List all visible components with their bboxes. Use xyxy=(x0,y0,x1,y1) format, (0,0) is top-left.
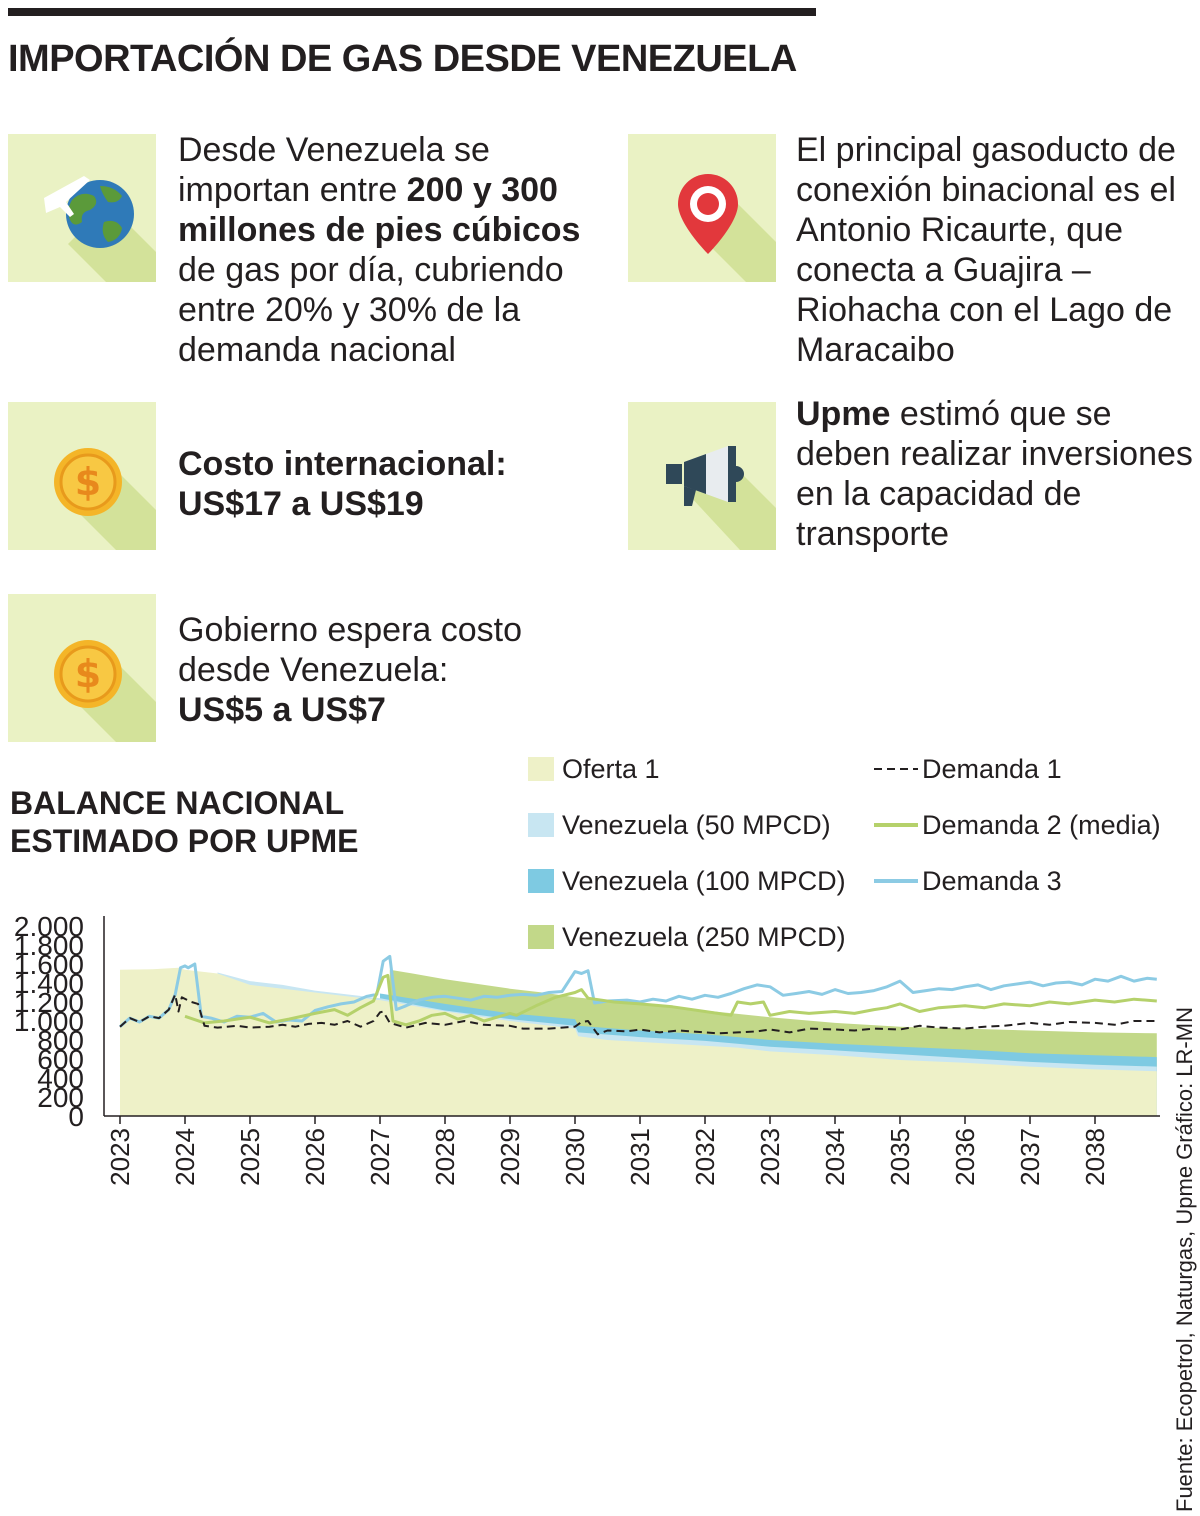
chart-title: BALANCE NACIONAL ESTIMADO POR UPME xyxy=(10,785,359,859)
legend-swatch xyxy=(874,823,918,827)
fact-upme-investment: Upme estimó que se deben realizar invers… xyxy=(796,394,1196,554)
legend-demanda-2: Demanda 2 (media) xyxy=(874,810,1161,840)
legend-label: Demanda 1 xyxy=(922,754,1062,784)
y-tick-label: 1.800 xyxy=(14,930,84,961)
x-tick-label: 2023 xyxy=(105,1128,135,1186)
x-tick-label: 2030 xyxy=(560,1128,590,1186)
y-tick-label: 1.200 xyxy=(14,987,84,1018)
x-tick-label: 2038 xyxy=(1080,1128,1110,1186)
map-pin-icon xyxy=(628,134,776,282)
x-tick-label: 2032 xyxy=(690,1128,720,1186)
fact-highlight: Upme xyxy=(796,395,891,433)
page-title: IMPORTACIÓN DE GAS DESDE VENEZUELA xyxy=(8,38,797,80)
oferta-1-area xyxy=(120,967,1157,1116)
y-tick-label: 2.000 xyxy=(14,911,84,942)
demanda-2-line xyxy=(184,973,1157,1027)
y-tick-label: 1.000 xyxy=(14,1006,84,1037)
legend-oferta-1: Oferta 1 xyxy=(528,754,660,784)
fact-highlight: US$17 a US$19 xyxy=(178,485,424,523)
x-tick-label: 2025 xyxy=(235,1128,265,1186)
legend-label: Demanda 2 (media) xyxy=(922,810,1161,840)
x-tick-label: 2024 xyxy=(170,1128,200,1186)
legend-venezuela-250: Venezuela (250 MPCD) xyxy=(528,922,846,952)
fact-highlight: Costo internacional: xyxy=(178,445,507,483)
legend-label: Oferta 1 xyxy=(562,754,660,784)
fact-text: Gobierno espera costo desde Venezuela: xyxy=(178,611,522,689)
fact-highlight: US$5 a US$7 xyxy=(178,691,386,729)
legend-venezuela-100: Venezuela (100 MPCD) xyxy=(528,866,846,896)
x-tick-label: 2031 xyxy=(625,1128,655,1186)
svg-text:$: $ xyxy=(75,652,101,696)
x-tick-label: 2035 xyxy=(885,1128,915,1186)
fact-gov-cost: Gobierno espera costo desde Venezuela: US… xyxy=(178,610,608,730)
legend-swatch xyxy=(528,813,554,837)
demanda-1-line xyxy=(119,993,1157,1036)
fact-text: Desde Venezuela se importan entre xyxy=(178,131,490,209)
y-tick-label: 1.400 xyxy=(14,968,84,999)
y-tick-label: 0 xyxy=(68,1101,84,1132)
y-tick-label: 600 xyxy=(37,1044,84,1075)
axes: 02004006008001.0001.2001.4001.6001.8002.… xyxy=(14,911,1160,1186)
legend-swatch xyxy=(874,879,918,883)
legend-swatch xyxy=(528,925,554,949)
dollar-coin-icon: $ xyxy=(8,402,156,550)
x-tick-label: 2034 xyxy=(820,1128,850,1186)
legend-demanda-1: Demanda 1 xyxy=(874,754,1062,784)
source-credit: Fuente: Ecopetrol, Naturgas, Upme Gráfic… xyxy=(1172,1007,1197,1512)
legend-label: Venezuela (250 MPCD) xyxy=(562,922,846,952)
fact-pipeline: El principal gasoducto de conexión binac… xyxy=(796,131,1176,369)
x-tick-label: 2037 xyxy=(1015,1128,1045,1186)
legend-label: Venezuela (50 MPCD) xyxy=(562,810,831,840)
legend-label: Demanda 3 xyxy=(922,866,1062,896)
fact-text: estimó que se deben realizar inversiones… xyxy=(796,395,1193,553)
fact-text: de gas por día, cubriendo entre 20% y 30… xyxy=(178,251,564,369)
x-tick-label: 2023 xyxy=(755,1128,785,1186)
legend-swatch xyxy=(528,869,554,893)
megaphone-icon xyxy=(628,402,776,550)
legend-venezuela-50: Venezuela (50 MPCD) xyxy=(528,810,831,840)
balance-chart: 02004006008001.0001.2001.4001.6001.8002.… xyxy=(14,911,1160,1186)
x-tick-label: 2036 xyxy=(950,1128,980,1186)
y-tick-label: 200 xyxy=(37,1082,84,1113)
fact-highlight: 200 y 300 millones de pies cúbicos xyxy=(178,171,581,249)
fact-import-volume: Desde Venezuela se importan entre 200 y … xyxy=(178,130,608,370)
plot-area xyxy=(119,954,1157,1116)
legend-swatch xyxy=(874,768,918,770)
legend-demanda-3: Demanda 3 xyxy=(874,866,1062,896)
x-tick-label: 2027 xyxy=(365,1128,395,1186)
dollar-coin-icon: $ xyxy=(8,594,156,742)
y-tick-label: 800 xyxy=(37,1025,84,1056)
top-rule xyxy=(8,8,816,16)
legend-swatch xyxy=(528,757,554,781)
x-tick-label: 2026 xyxy=(300,1128,330,1186)
globe-plane-icon xyxy=(8,134,156,282)
legend-label: Venezuela (100 MPCD) xyxy=(562,866,846,896)
x-tick-label: 2029 xyxy=(495,1128,525,1186)
y-tick-label: 1.600 xyxy=(14,949,84,980)
x-tick-label: 2028 xyxy=(430,1128,460,1186)
svg-text:$: $ xyxy=(75,460,101,504)
y-tick-label: 400 xyxy=(37,1063,84,1094)
fact-intl-cost: Costo internacional: US$17 a US$19 xyxy=(178,444,608,524)
